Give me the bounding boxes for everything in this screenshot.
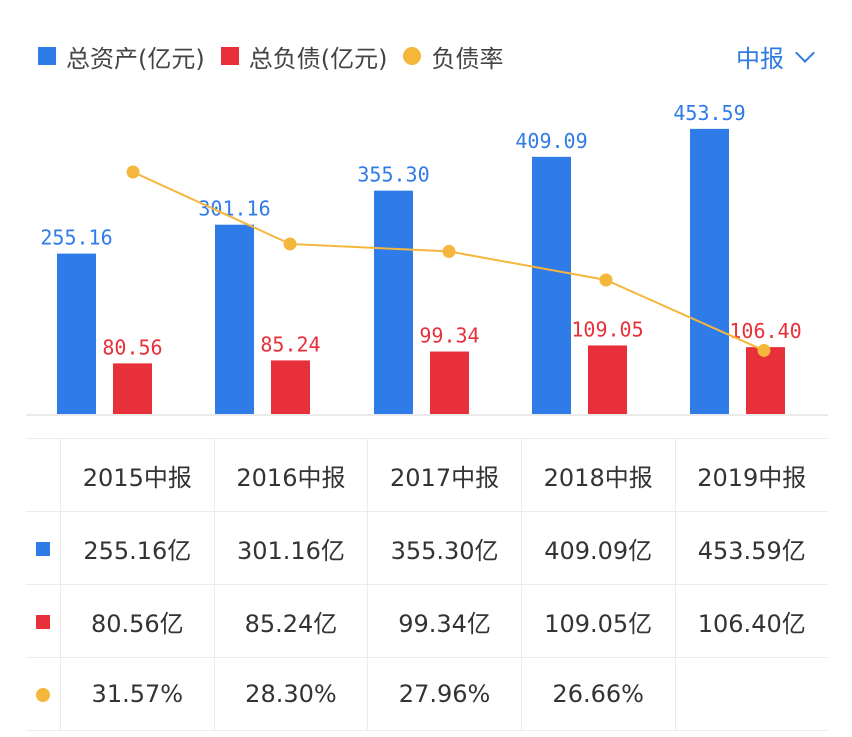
legend-assets-label: 总资产(亿元) bbox=[66, 44, 205, 73]
table-header-cell: 2017中报 bbox=[367, 438, 522, 512]
liabilities-data-label: 80.56 bbox=[102, 335, 162, 359]
assets-data-label: 301.16 bbox=[198, 197, 270, 221]
table-row-liabilities: 80.56亿 85.24亿 99.34亿 109.05亿 106.40亿 bbox=[26, 584, 828, 658]
legend-item-assets[interactable]: 总资产(亿元) bbox=[38, 39, 205, 74]
row-marker-cell bbox=[26, 657, 61, 731]
table-cell: 26.66% bbox=[521, 657, 676, 731]
legend-ratio-label: 负债率 bbox=[431, 44, 504, 73]
assets-bar bbox=[215, 224, 254, 414]
table-header-cell: 2019中报 bbox=[675, 438, 828, 512]
liabilities-data-label: 109.05 bbox=[571, 317, 643, 341]
assets-data-label: 409.09 bbox=[515, 129, 587, 153]
legend-liabilities-label: 总负债(亿元) bbox=[248, 44, 388, 73]
liabilities-data-label: 106.40 bbox=[729, 319, 801, 343]
table-cell: 106.40亿 bbox=[675, 584, 828, 658]
table-cell: 28.30% bbox=[214, 657, 369, 731]
period-selector-label: 中报 bbox=[736, 44, 784, 73]
ratio-point bbox=[126, 165, 140, 179]
legend-item-liabilities[interactable]: 总负债(亿元) bbox=[220, 39, 388, 74]
assets-marker-icon bbox=[36, 542, 50, 556]
table-cell: 301.16亿 bbox=[214, 511, 369, 585]
chart-legend: 总资产(亿元) 总负债(亿元) 负债率 bbox=[38, 38, 519, 74]
ratio-point bbox=[442, 244, 456, 258]
liabilities-swatch bbox=[220, 47, 239, 65]
ratio-point bbox=[599, 273, 613, 287]
table-cell: 99.34亿 bbox=[367, 584, 522, 658]
table-cell: 85.24亿 bbox=[214, 584, 369, 658]
bar-line-chart: 255.16 80.56 301.16 85.24 355.30 99.34 409.09 1… bbox=[26, 101, 828, 416]
ratio-point bbox=[757, 343, 771, 357]
liabilities-data-label: 85.24 bbox=[260, 332, 320, 356]
assets-bar bbox=[690, 128, 729, 414]
liabilities-bar bbox=[746, 347, 785, 414]
liabilities-data-label: 99.34 bbox=[419, 324, 479, 348]
ratio-swatch bbox=[403, 47, 422, 65]
liabilities-bar bbox=[588, 345, 627, 414]
table-cell: 31.57% bbox=[60, 657, 215, 731]
row-marker-cell bbox=[26, 511, 61, 585]
table-cell bbox=[675, 657, 828, 731]
liabilities-bar bbox=[430, 351, 469, 414]
table-cell: 109.05亿 bbox=[521, 584, 676, 658]
liabilities-bar bbox=[113, 363, 152, 414]
assets-bar bbox=[374, 190, 413, 414]
ratio-marker-icon bbox=[36, 688, 50, 702]
table-corner-cell bbox=[26, 438, 61, 512]
table-cell: 80.56亿 bbox=[60, 584, 215, 658]
table-row-assets: 255.16亿 301.16亿 355.30亿 409.09亿 453.59亿 bbox=[26, 511, 828, 585]
ratio-point bbox=[283, 237, 297, 251]
table-cell: 409.09亿 bbox=[521, 511, 676, 585]
period-selector[interactable]: 中报 bbox=[736, 38, 815, 74]
table-header-cell: 2016中报 bbox=[214, 438, 369, 512]
table-header-row: 2015中报 2016中报 2017中报 2018中报 2019中报 bbox=[26, 438, 828, 512]
row-marker-cell bbox=[26, 584, 61, 658]
data-table: 2015中报 2016中报 2017中报 2018中报 2019中报 255.1… bbox=[26, 438, 828, 731]
assets-data-label: 255.16 bbox=[40, 226, 112, 250]
table-header-cell: 2015中报 bbox=[60, 438, 215, 512]
assets-swatch bbox=[38, 47, 56, 65]
liabilities-bar bbox=[271, 360, 310, 414]
assets-bar bbox=[532, 156, 571, 415]
table-cell: 27.96% bbox=[367, 657, 522, 731]
table-cell: 255.16亿 bbox=[60, 511, 215, 585]
table-header-cell: 2018中报 bbox=[521, 438, 676, 512]
liabilities-marker-icon bbox=[36, 615, 50, 629]
assets-bar bbox=[57, 253, 96, 414]
table-row-ratio: 31.57% 28.30% 27.96% 26.66% bbox=[26, 657, 828, 731]
assets-data-label: 453.59 bbox=[673, 101, 745, 125]
legend-item-ratio[interactable]: 负债率 bbox=[403, 39, 503, 74]
table-cell: 355.30亿 bbox=[367, 511, 522, 585]
table-cell: 453.59亿 bbox=[675, 511, 828, 585]
assets-data-label: 355.30 bbox=[357, 163, 429, 187]
